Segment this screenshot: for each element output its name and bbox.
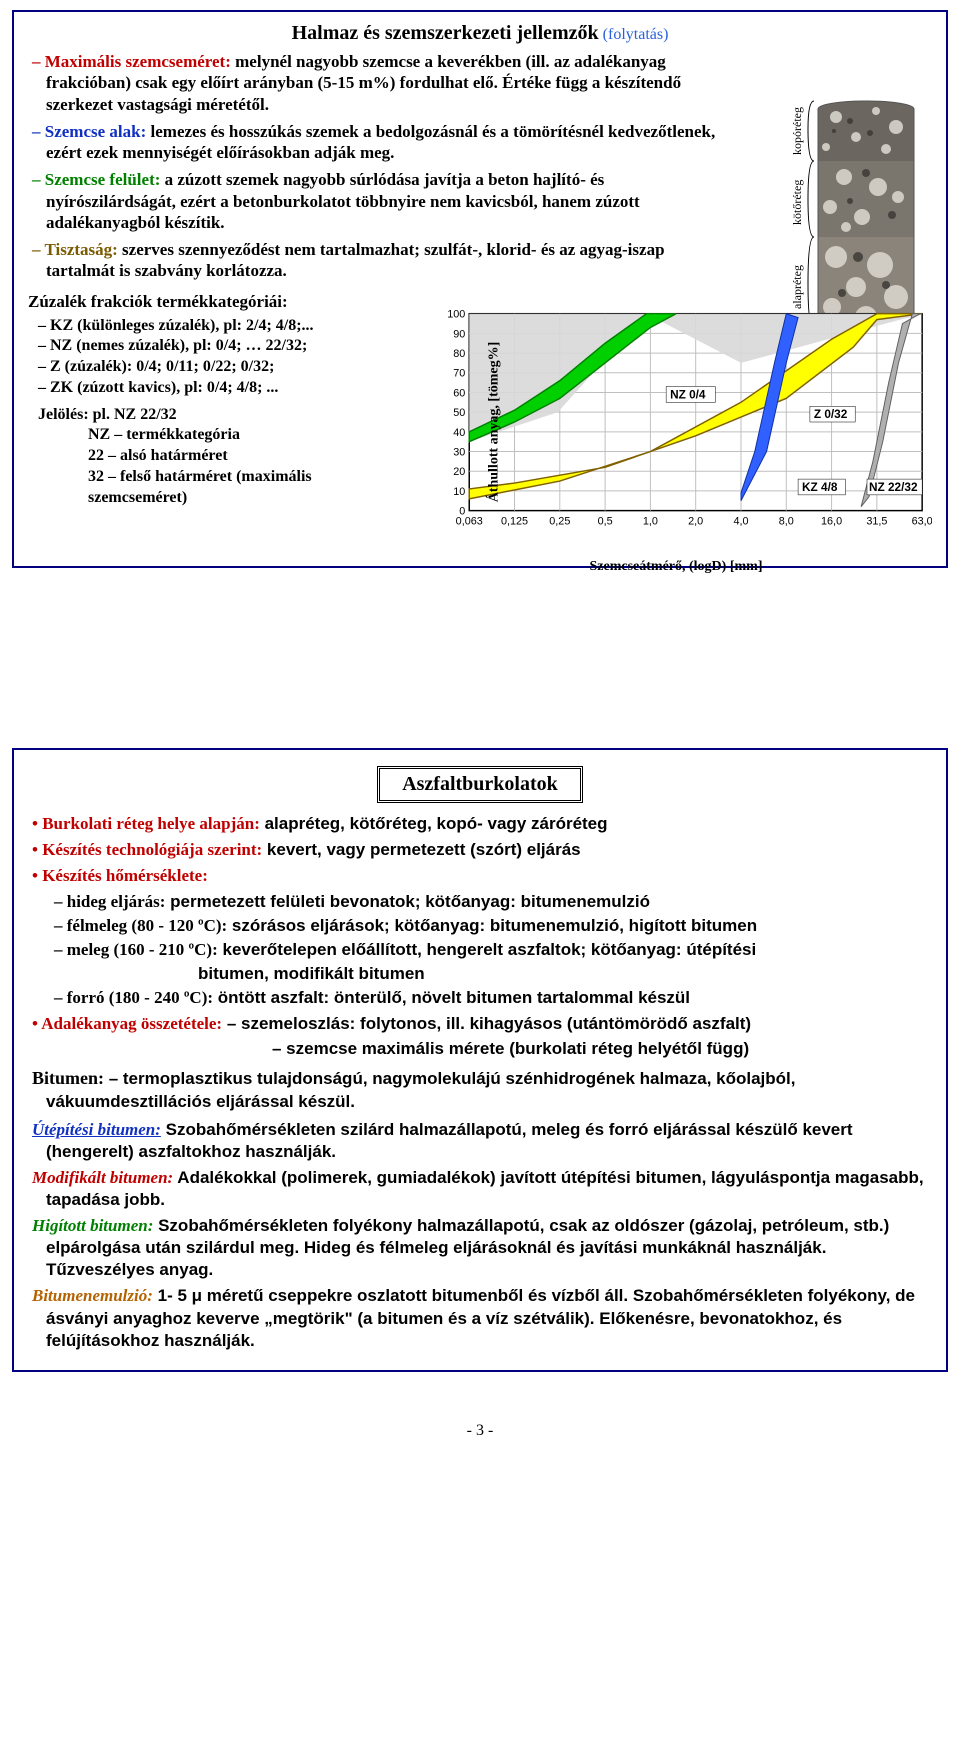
sb-cold: – hideg eljárás: permetezett felületi be… xyxy=(68,891,932,913)
bitumen: Bitumen: – termoplasztikus tulajdonságú,… xyxy=(46,1067,932,1112)
b-layer-position: • Burkolati réteg helye alapján: alaprét… xyxy=(46,813,932,835)
panel-asphalt: Aszfaltburkolatok • Burkolati réteg hely… xyxy=(12,748,948,1372)
p-shape: – Szemcse alak: lemezes és hosszúkás sze… xyxy=(46,121,728,164)
sb-warm-2: bitumen, modifikált bitumen xyxy=(198,963,932,985)
svg-text:0,125: 0,125 xyxy=(501,515,528,527)
p1-lead: – Maximális szemcseméret: xyxy=(32,52,231,71)
diluted-bitumen: Higított bitumen: Szobahőmérsékleten fol… xyxy=(46,1215,932,1281)
p2-lead: – Szemcse alak: xyxy=(32,122,146,141)
sb-warm: – meleg (160 - 210 ºC): keverőtelepen el… xyxy=(68,939,932,961)
notation-3: 32 – felső határméret (maximális szemcse… xyxy=(88,467,408,509)
svg-text:8,0: 8,0 xyxy=(779,515,794,527)
p4-rest: szerves szennyeződést nem tartalmazhat; … xyxy=(46,240,665,280)
svg-text:30: 30 xyxy=(453,446,465,458)
svg-text:60: 60 xyxy=(453,387,465,399)
svg-text:10: 10 xyxy=(453,485,465,497)
svg-text:0,5: 0,5 xyxy=(598,515,613,527)
svg-text:20: 20 xyxy=(453,466,465,478)
panel1-lower: Zúzalék frakciók termékkategóriái: – KZ … xyxy=(28,292,932,552)
chart-y-label: Áthullott anyag, [tömeg%] xyxy=(486,341,502,502)
road-bitumen: Útépítési bitumen: Szobahőmérsékleten sz… xyxy=(46,1119,932,1163)
frac-z: – Z (zúzalék): 0/4; 0/11; 0/22; 0/32; xyxy=(52,357,408,378)
p4-lead: – Tisztaság: xyxy=(32,240,118,259)
grading-chart: Áthullott anyag, [tömeg%] xyxy=(420,292,932,552)
p-surface: – Szemcse felület: a zúzott szemek nagyo… xyxy=(46,169,728,233)
sb-hot: – forró (180 - 240 ºC): öntött aszfalt: … xyxy=(68,987,932,1009)
p-purity: – Tisztaság: szerves szennyeződést nem t… xyxy=(46,239,728,282)
label-kotoreteg: kötőréteg xyxy=(790,167,805,237)
label-koporeteg: kopóréteg xyxy=(790,101,805,161)
frac-kz: – KZ (különleges zúzalék), pl: 2/4; 4/8;… xyxy=(52,316,408,337)
frac-nz: – NZ (nemes zúzalék), pl: 0/4; … 22/32; xyxy=(52,336,408,357)
svg-text:16,0: 16,0 xyxy=(821,515,842,527)
svg-text:Z 0/32: Z 0/32 xyxy=(814,407,848,421)
notation-2: 22 – alsó határméret xyxy=(88,446,408,467)
panel1-body: – Maximális szemcseméret: melynél nagyob… xyxy=(28,51,932,282)
p2-rest: lemezes és hosszúkás szemek a bedolgozás… xyxy=(46,122,715,162)
svg-text:2,0: 2,0 xyxy=(688,515,703,527)
panel1-title-row: Halmaz és szemszerkezeti jellemzők (foly… xyxy=(28,22,932,45)
sb-semiwarm: – félmeleg (80 - 120 ºC): szórásos eljár… xyxy=(68,915,932,937)
svg-text:4,0: 4,0 xyxy=(733,515,748,527)
svg-text:40: 40 xyxy=(453,426,465,438)
frac-header: Zúzalék frakciók termékkategóriái: xyxy=(28,292,408,312)
bitumen-lead: Bitumen: xyxy=(32,1068,104,1088)
chart-x-label: Szemcseátmérő, (logD) [mm] xyxy=(420,559,932,575)
modified-bitumen: Modifikált bitumen: Adalékokkal (polimer… xyxy=(46,1167,932,1211)
fraction-categories: Zúzalék frakciók termékkategóriái: – KZ … xyxy=(28,292,408,552)
page-number: - 3 - xyxy=(0,1422,960,1440)
svg-text:NZ 22/32: NZ 22/32 xyxy=(869,479,918,493)
svg-text:NZ 0/4: NZ 0/4 xyxy=(670,387,706,401)
svg-text:KZ 4/8: KZ 4/8 xyxy=(802,479,838,493)
svg-text:1,0: 1,0 xyxy=(643,515,658,527)
notation-1: NZ – termékkategória xyxy=(88,425,408,446)
svg-text:90: 90 xyxy=(453,328,465,340)
panel2-title: Aszfaltburkolatok xyxy=(377,766,583,803)
bitumen-emulsion: Bitumenemulzió: 1- 5 μ méretű cseppekre … xyxy=(46,1285,932,1351)
b-temperature: • Készítés hőmérséklete: xyxy=(46,865,932,887)
svg-text:31,5: 31,5 xyxy=(866,515,887,527)
panel2-title-wrap: Aszfaltburkolatok xyxy=(28,766,932,803)
b-aggregate-2: – szemcse maximális mérete (burkolati ré… xyxy=(272,1039,932,1059)
panel1-title: Halmaz és szemszerkezeti jellemzők xyxy=(292,22,599,44)
notation-header: Jelölés: pl. NZ 22/32 xyxy=(52,405,408,426)
b-technology: • Készítés technológiája szerint: kevert… xyxy=(46,839,932,861)
spacer xyxy=(0,578,960,738)
p3-lead: – Szemcse felület: xyxy=(32,170,160,189)
b-aggregate: • Adalékanyag összetétele: – szemeloszlá… xyxy=(46,1013,932,1035)
svg-text:63,0: 63,0 xyxy=(912,515,932,527)
panel1-title-cont: (folytatás) xyxy=(603,26,669,43)
p-max-grain: – Maximális szemcseméret: melynél nagyob… xyxy=(46,51,728,115)
svg-text:80: 80 xyxy=(453,348,465,360)
svg-text:70: 70 xyxy=(453,367,465,379)
frac-zk: – ZK (zúzott kavics), pl: 0/4; 4/8; ... xyxy=(52,378,408,399)
svg-text:50: 50 xyxy=(453,407,465,419)
panel-characteristics: Halmaz és szemszerkezeti jellemzők (foly… xyxy=(12,10,948,568)
svg-text:0,063: 0,063 xyxy=(456,515,483,527)
svg-text:100: 100 xyxy=(447,308,465,320)
svg-text:0,25: 0,25 xyxy=(549,515,570,527)
